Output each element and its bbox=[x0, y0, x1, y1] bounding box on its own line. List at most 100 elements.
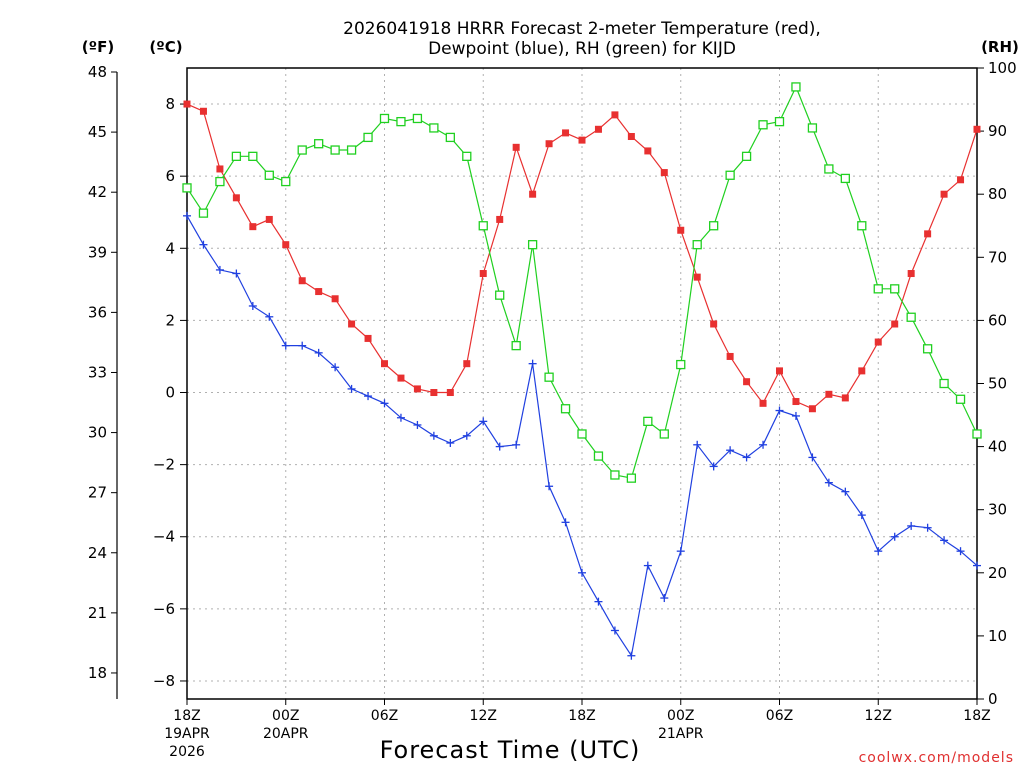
rh-point bbox=[429, 123, 439, 133]
temperature-point bbox=[644, 147, 652, 155]
dewpoint-point bbox=[561, 518, 570, 527]
rh-point bbox=[774, 116, 785, 127]
dewpoint-point bbox=[298, 341, 307, 350]
dewpoint-point bbox=[199, 240, 208, 249]
dewpoint-point bbox=[693, 440, 702, 449]
temperature-point bbox=[315, 288, 323, 296]
temperature-point bbox=[364, 334, 372, 342]
temperature-point bbox=[512, 143, 520, 151]
rh-point bbox=[758, 120, 768, 130]
dewpoint-point bbox=[824, 478, 833, 487]
time-tick-label: 12Z bbox=[470, 708, 497, 724]
plot-border bbox=[186, 67, 978, 700]
fahrenheit-tick-label: 42 bbox=[88, 183, 107, 201]
credit-label: coolwx.com/models bbox=[859, 750, 1014, 766]
dewpoint-point bbox=[660, 594, 669, 603]
rh-point bbox=[577, 429, 587, 439]
x-axis-label: Forecast Time (UTC) bbox=[380, 736, 641, 764]
dewpoint-point bbox=[462, 431, 471, 440]
plot-frame bbox=[186, 67, 978, 700]
rh-point bbox=[643, 416, 653, 427]
temperature-point bbox=[693, 273, 701, 281]
dewpoint-point bbox=[759, 440, 768, 449]
celsius-tick-label: 6 bbox=[165, 167, 175, 185]
rh-point bbox=[363, 132, 373, 143]
dewpoint-point bbox=[495, 442, 504, 451]
temperature-point bbox=[249, 223, 257, 231]
dewpoint-point bbox=[973, 561, 981, 570]
rh-point bbox=[445, 132, 455, 143]
dewpoint-point bbox=[314, 348, 323, 357]
time-tick-label: 06Z bbox=[766, 708, 793, 724]
temperature-point bbox=[726, 352, 734, 360]
rh-point bbox=[939, 378, 949, 389]
dewpoint-point bbox=[364, 392, 373, 401]
temperature-point bbox=[627, 133, 635, 141]
celsius-tick-label: 4 bbox=[165, 239, 175, 257]
temperature-point bbox=[463, 360, 471, 368]
temperature-point bbox=[348, 320, 356, 328]
temperature-point bbox=[216, 165, 224, 173]
dewpoint-point bbox=[545, 482, 554, 491]
rh-tick-label: 80 bbox=[988, 185, 1007, 203]
rh-point bbox=[330, 145, 340, 155]
dewpoint-point bbox=[446, 438, 455, 447]
rh-point bbox=[478, 221, 488, 231]
temperature-point bbox=[825, 390, 833, 398]
rh-point bbox=[495, 290, 505, 300]
dewpoint-point bbox=[578, 568, 586, 577]
rh-point bbox=[659, 429, 669, 439]
dewpoint-point bbox=[791, 411, 800, 420]
grid-lines bbox=[187, 68, 977, 699]
fahrenheit-tick-label: 24 bbox=[88, 544, 107, 562]
temperature-point bbox=[594, 125, 602, 133]
fahrenheit-tick-label: 21 bbox=[88, 604, 107, 622]
time-tick-label: 06Z bbox=[371, 708, 398, 724]
dewpoint-point bbox=[380, 399, 389, 408]
rh-point bbox=[610, 470, 620, 480]
dewpoint-point bbox=[940, 536, 949, 545]
rh-point bbox=[593, 451, 604, 461]
temperature-point bbox=[792, 398, 800, 406]
temperature-point bbox=[957, 176, 965, 184]
rh-unit-label: (RH) bbox=[981, 38, 1019, 56]
rh-point bbox=[955, 394, 966, 404]
temperature-point bbox=[265, 215, 273, 223]
temperature-point bbox=[199, 107, 207, 115]
temperature-point bbox=[808, 405, 816, 413]
dewpoint-point bbox=[479, 417, 488, 426]
rh-point bbox=[346, 145, 357, 155]
temperature-point bbox=[232, 194, 240, 202]
rh-tick-label: 0 bbox=[988, 690, 998, 708]
temperature-point bbox=[677, 226, 685, 234]
rh-tick-label: 20 bbox=[988, 564, 1007, 582]
dewpoint-point bbox=[265, 312, 274, 321]
rh-point bbox=[857, 221, 867, 231]
rh-point bbox=[741, 151, 752, 161]
dewpoint-point bbox=[627, 651, 636, 660]
time-axis: 18Z 19APR 2026 00Z 20APR 06Z 12Z 18Z 00Z 21APR 06Z… bbox=[164, 699, 991, 760]
rh-point bbox=[379, 113, 390, 124]
rh-tick-label: 90 bbox=[988, 122, 1007, 140]
rh-tick-label: 50 bbox=[988, 375, 1007, 393]
celsius-tick-label: −6 bbox=[153, 600, 175, 618]
rh-point bbox=[231, 151, 242, 161]
rh-point bbox=[198, 208, 209, 218]
rh-tick-label: 60 bbox=[988, 311, 1007, 329]
celsius-tick-label: −8 bbox=[153, 672, 175, 690]
temperature-point bbox=[397, 374, 405, 382]
dewpoint-point bbox=[248, 301, 257, 310]
rh-point bbox=[725, 170, 735, 180]
fahrenheit-tick-label: 45 bbox=[88, 123, 107, 141]
rh-point bbox=[527, 240, 538, 250]
dewpoint-point bbox=[709, 462, 718, 471]
rh-point bbox=[462, 151, 472, 161]
time-tick-label: 00Z bbox=[667, 708, 694, 724]
fahrenheit-tick-label: 36 bbox=[88, 303, 107, 321]
fahrenheit-axis: 18 21 24 27 30 33 36 39 42 45 48 bbox=[88, 63, 118, 699]
temperature-point bbox=[874, 338, 882, 346]
temperature-point bbox=[611, 111, 619, 119]
rh-tick-label: 30 bbox=[988, 501, 1007, 519]
fahrenheit-tick-label: 18 bbox=[88, 664, 107, 682]
rh-point bbox=[807, 123, 818, 133]
